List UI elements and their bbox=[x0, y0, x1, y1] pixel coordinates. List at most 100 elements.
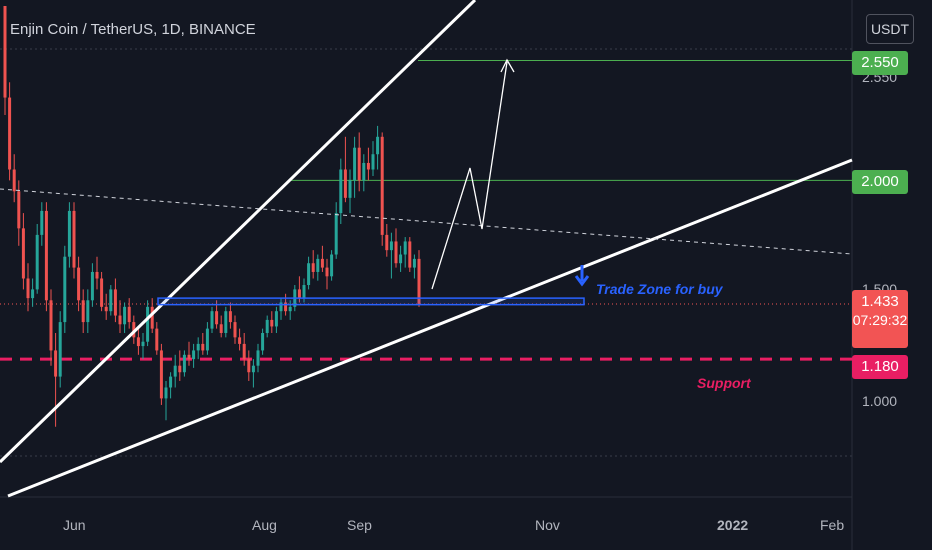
candle-body bbox=[284, 302, 288, 312]
dashed-resistance-line bbox=[0, 188, 853, 255]
candle-body bbox=[67, 210, 71, 257]
lower-trend-line bbox=[7, 158, 853, 498]
candle-body bbox=[26, 278, 30, 299]
candle-body bbox=[113, 289, 117, 316]
candle-body bbox=[325, 267, 329, 277]
candle-body bbox=[403, 241, 407, 255]
candle-body bbox=[169, 376, 173, 388]
candle-body bbox=[17, 191, 21, 229]
upper-trend-line bbox=[0, 0, 477, 464]
candle-body bbox=[371, 154, 375, 170]
candle-body bbox=[178, 365, 182, 373]
candle-body bbox=[247, 359, 251, 373]
candle-body bbox=[307, 263, 311, 286]
bar-countdown: 07:29:32 bbox=[852, 312, 908, 328]
currency-button[interactable]: USDT bbox=[866, 14, 914, 44]
candle-body bbox=[104, 306, 108, 312]
trade-zone-box bbox=[157, 297, 585, 306]
candle-body bbox=[3, 5, 7, 98]
candle-body bbox=[385, 234, 389, 251]
candle-body bbox=[251, 365, 255, 373]
candle-body bbox=[320, 258, 324, 268]
candle-body bbox=[35, 234, 39, 290]
candle-body bbox=[132, 322, 136, 338]
price-badge-2000: 2.000 bbox=[852, 170, 908, 194]
candle-body bbox=[173, 365, 177, 377]
support-price-badge: 1.180 bbox=[852, 355, 908, 379]
candle-body bbox=[136, 337, 140, 347]
candle-body bbox=[399, 254, 403, 264]
candle-body bbox=[40, 210, 44, 235]
trade-zone-label: Trade Zone for buy bbox=[596, 281, 724, 297]
candle-body bbox=[118, 315, 122, 325]
candle-body bbox=[21, 228, 25, 279]
candle-body bbox=[389, 241, 393, 251]
candle-body bbox=[49, 300, 53, 351]
current-price-badge: 1.433 07:29:32 bbox=[852, 290, 908, 348]
candle-body bbox=[77, 267, 81, 301]
candle-body bbox=[408, 241, 412, 268]
candle-body bbox=[274, 311, 278, 327]
candle-body bbox=[297, 289, 301, 299]
candle-body bbox=[353, 147, 357, 181]
candle-body bbox=[159, 350, 163, 399]
x-tick-label: 2022 bbox=[717, 517, 748, 533]
candle-body bbox=[330, 254, 334, 277]
candle-body bbox=[215, 311, 219, 325]
chart-drawings bbox=[0, 0, 853, 498]
candle-body bbox=[182, 354, 186, 373]
projection-path bbox=[431, 61, 508, 290]
candle-body bbox=[146, 306, 150, 342]
candle-body bbox=[238, 337, 242, 344]
candle-body bbox=[265, 319, 269, 333]
x-tick-label: Aug bbox=[252, 517, 277, 533]
current-price-value: 1.433 bbox=[861, 293, 899, 310]
candle-body bbox=[100, 278, 104, 307]
candle-body bbox=[394, 241, 398, 264]
candle-body bbox=[261, 332, 265, 351]
price-badge-2550: 2.550 bbox=[852, 51, 908, 75]
candle-body bbox=[233, 322, 237, 338]
candle-body bbox=[362, 162, 366, 181]
candle-body bbox=[205, 328, 209, 351]
price-levels bbox=[0, 59, 852, 361]
candle-body bbox=[339, 169, 343, 214]
candle-body bbox=[72, 210, 76, 268]
support-label: Support bbox=[697, 375, 752, 391]
x-tick-label: Sep bbox=[347, 517, 372, 533]
candle-body bbox=[343, 169, 347, 198]
candle-body bbox=[164, 387, 168, 399]
candle-body bbox=[58, 322, 62, 377]
candle-body bbox=[201, 343, 205, 351]
candle-body bbox=[150, 306, 154, 329]
candle-body bbox=[302, 285, 306, 299]
candle-body bbox=[155, 328, 159, 351]
candle-body bbox=[86, 300, 90, 323]
candle-body bbox=[44, 210, 48, 301]
candle-body bbox=[348, 180, 352, 198]
candle-body bbox=[196, 343, 200, 351]
candle-body bbox=[224, 311, 228, 333]
candle-body bbox=[366, 162, 370, 170]
candle-body bbox=[90, 271, 94, 301]
chart-grid bbox=[0, 0, 853, 550]
candle-body bbox=[123, 306, 127, 325]
candle-body bbox=[270, 319, 274, 327]
candle-body bbox=[192, 350, 196, 360]
candle-body bbox=[219, 324, 223, 333]
candle-body bbox=[187, 354, 191, 360]
candle-body bbox=[417, 258, 421, 304]
candle-body bbox=[288, 306, 292, 312]
candle-body bbox=[279, 302, 283, 312]
candle-body bbox=[141, 341, 145, 347]
candle-body bbox=[242, 343, 246, 360]
candle-body bbox=[256, 350, 260, 366]
candle-body bbox=[334, 213, 338, 255]
candle-body bbox=[127, 306, 131, 323]
candle-body bbox=[63, 256, 67, 323]
candle-body bbox=[380, 136, 384, 235]
x-tick-label: Jun bbox=[63, 517, 86, 533]
candle-body bbox=[54, 350, 58, 377]
candle-body bbox=[12, 169, 16, 192]
